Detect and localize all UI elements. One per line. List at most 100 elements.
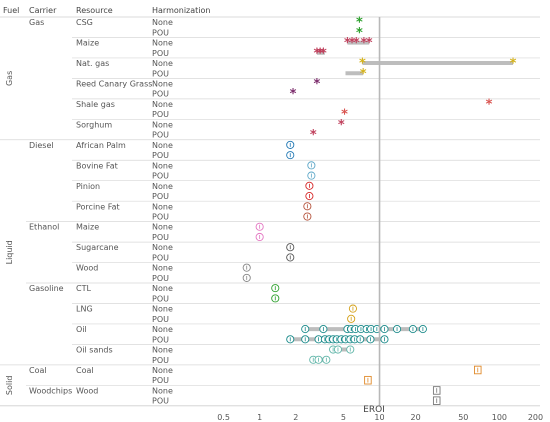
- header-harmonization: Harmonization: [152, 6, 210, 15]
- header-resource: Resource: [76, 6, 113, 15]
- harmonization-label: POU: [152, 376, 169, 385]
- resource-label: Nat. gas: [76, 59, 109, 68]
- data-point-asterisk: *: [341, 108, 348, 123]
- harmonization-label: None: [152, 386, 173, 395]
- row-separators: [0, 16, 540, 407]
- resource-label: Oil: [76, 325, 87, 334]
- x-tick-label: 20: [411, 413, 421, 422]
- carrier-label: Gasoline: [29, 284, 64, 293]
- data-point-asterisk: *: [356, 16, 363, 31]
- x-axis: 0.5 1 2 5 10 20 50 100 200: [217, 17, 543, 422]
- resource-label: Coal: [76, 366, 94, 375]
- harmonization-label: POU: [152, 172, 169, 181]
- harmonization-label: POU: [152, 274, 169, 283]
- harmonization-label: None: [152, 202, 173, 211]
- harmonization-label: POU: [152, 294, 169, 303]
- data-point-asterisk: *: [313, 46, 320, 61]
- harmonization-label: None: [152, 182, 173, 191]
- x-axis-title: EROI: [363, 405, 385, 415]
- harmonization-label: POU: [152, 151, 169, 160]
- fuel-label: Liquid: [5, 240, 14, 264]
- resource-label: Maize: [76, 223, 99, 232]
- harmonization-label: None: [152, 284, 173, 293]
- harmonization-label: None: [152, 305, 173, 314]
- harmonization-label: None: [152, 80, 173, 89]
- harmonization-label: POU: [152, 397, 169, 406]
- resource-label: Bovine Fat: [76, 161, 118, 170]
- data-point-asterisk: *: [360, 67, 367, 82]
- data-point-asterisk: *: [366, 36, 373, 51]
- data-point-asterisk: *: [349, 36, 356, 51]
- carrier-label: Gas: [29, 18, 44, 27]
- resource-label: Wood: [76, 264, 98, 273]
- data-point-asterisk: *: [290, 87, 297, 102]
- harmonization-label: None: [152, 59, 173, 68]
- harmonization-label: None: [152, 39, 173, 48]
- harmonization-label: POU: [152, 356, 169, 365]
- data-point-asterisk: *: [486, 97, 493, 112]
- fuel-label: Gas: [5, 71, 14, 86]
- x-tick-label: 0.5: [217, 413, 230, 422]
- carrier-label: Ethanol: [29, 223, 59, 232]
- harmonization-label: POU: [152, 131, 169, 140]
- x-tick-label: 100: [492, 413, 507, 422]
- harmonization-label: None: [152, 346, 173, 355]
- resource-label: Sorghum: [76, 120, 112, 129]
- x-tick-label: 1: [257, 413, 262, 422]
- data-point-asterisk: *: [360, 36, 367, 51]
- data-marks: ***** ****** ********: [242, 16, 517, 405]
- harmonization-label: POU: [152, 192, 169, 201]
- harmonization-label: None: [152, 264, 173, 273]
- harmonization-label: POU: [152, 69, 169, 78]
- harmonization-label: POU: [152, 315, 169, 324]
- resource-label: Pinion: [76, 182, 100, 191]
- harmonization-label: None: [152, 325, 173, 334]
- data-point-asterisk: *: [359, 57, 366, 72]
- harmonization-label: None: [152, 243, 173, 252]
- data-point-asterisk: *: [338, 118, 345, 133]
- resource-label: CSG: [76, 18, 93, 27]
- data-point-asterisk: *: [310, 128, 317, 143]
- data-point-asterisk: *: [356, 26, 363, 41]
- header-fuel: Fuel: [3, 6, 19, 15]
- harmonization-label: None: [152, 18, 173, 27]
- resource-label: CTL: [76, 284, 91, 293]
- harmonization-label: POU: [152, 90, 169, 99]
- data-point-asterisk: *: [320, 46, 327, 61]
- harmonization-label: POU: [152, 233, 169, 242]
- header-carrier: Carrier: [29, 6, 57, 15]
- harmonization-label: POU: [152, 213, 169, 222]
- harmonization-label: None: [152, 366, 173, 375]
- harmonization-label: POU: [152, 49, 169, 58]
- resource-label: Maize: [76, 39, 99, 48]
- resource-label: Shale gas: [76, 100, 115, 109]
- data-point-asterisk: *: [313, 77, 320, 92]
- x-tick-label: 5: [341, 413, 346, 422]
- data-point-asterisk: *: [317, 46, 324, 61]
- harmonization-label: None: [152, 120, 173, 129]
- fuel-label: Solid: [5, 376, 14, 396]
- resource-label: LNG: [76, 305, 93, 314]
- data-point-asterisk: *: [353, 36, 360, 51]
- x-tick-label: 10: [374, 413, 384, 422]
- harmonization-label: None: [152, 100, 173, 109]
- harmonization-label: None: [152, 161, 173, 170]
- x-tick-label: 50: [458, 413, 468, 422]
- carrier-label: Coal: [29, 366, 47, 375]
- resource-label: Reed Canary Grass: [76, 80, 152, 89]
- resource-label: Oil sands: [76, 346, 113, 355]
- harmonization-label: POU: [152, 253, 169, 262]
- x-tick-label: 2: [293, 413, 298, 422]
- resource-label: African Palm: [76, 141, 126, 150]
- harmonization-label: POU: [152, 28, 169, 37]
- x-tick-label: 200: [528, 413, 543, 422]
- resource-label: Porcine Fat: [76, 202, 120, 211]
- data-point-asterisk: *: [510, 57, 517, 72]
- resource-label: Sugarcane: [76, 243, 119, 252]
- harmonization-label: None: [152, 223, 173, 232]
- carrier-label: Diesel: [29, 141, 54, 150]
- resource-label: Wood: [76, 386, 98, 395]
- harmonization-label: POU: [152, 335, 169, 344]
